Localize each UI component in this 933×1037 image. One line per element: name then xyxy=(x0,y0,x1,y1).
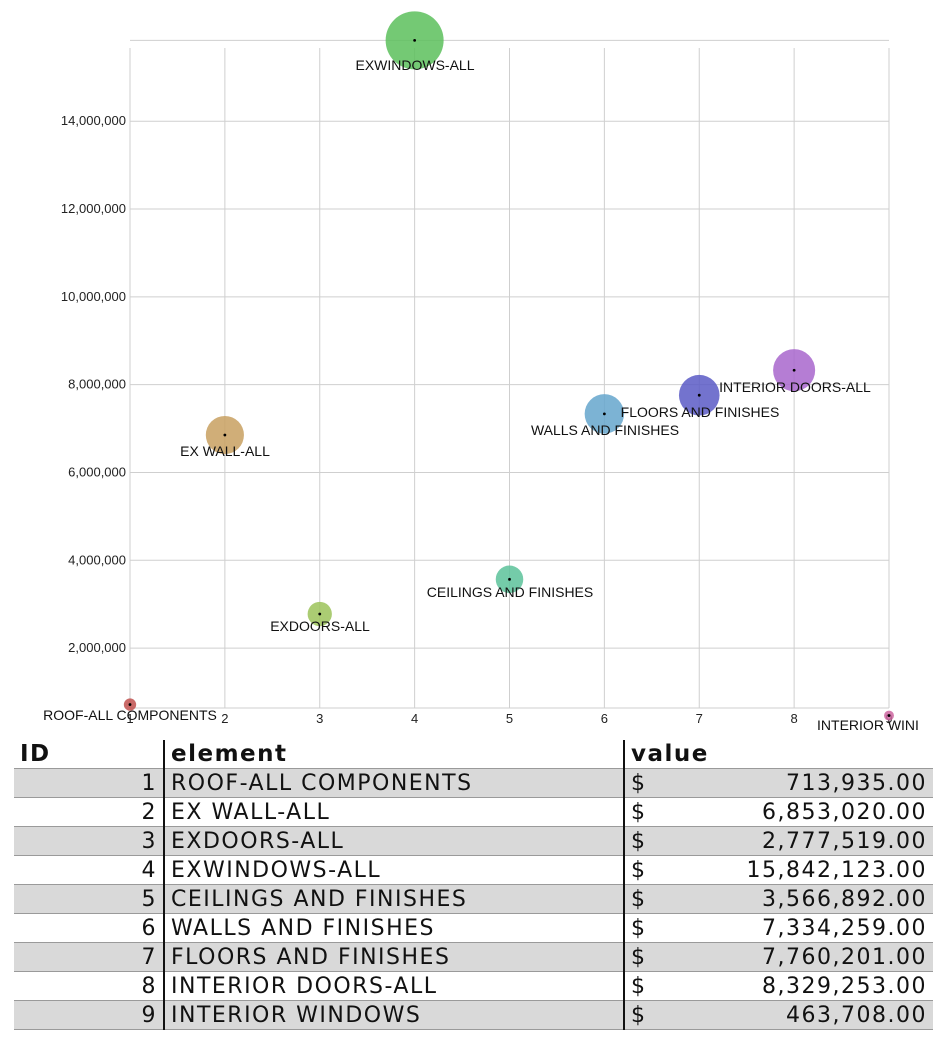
y-tick-label: 10,000,000 xyxy=(61,289,126,304)
y-tick-label: 4,000,000 xyxy=(68,552,126,567)
bubble-center-dot xyxy=(697,393,701,397)
table-row[interactable]: 7 FLOORS AND FINISHES $7,760,201.00 xyxy=(14,942,933,972)
cell-element[interactable]: CEILINGS AND FINISHES xyxy=(163,884,624,914)
x-tick-label: 6 xyxy=(601,711,608,726)
bubble-center-dot xyxy=(318,612,322,616)
x-tick-label: 4 xyxy=(411,711,418,726)
cell-element[interactable]: EX WALL-ALL xyxy=(163,797,624,827)
cell-id[interactable]: 1 xyxy=(14,768,164,798)
cell-value[interactable]: $7,334,259.00 xyxy=(623,913,933,943)
cell-id[interactable]: 6 xyxy=(14,913,164,943)
cell-element[interactable]: INTERIOR DOORS-ALL xyxy=(163,971,624,1001)
point-label: ROOF-ALL COMPONENTS xyxy=(43,707,217,723)
table-row[interactable]: 1 ROOF-ALL COMPONENTS $713,935.00 xyxy=(14,768,933,798)
currency-symbol: $ xyxy=(631,770,647,796)
data-table-sheet: ID element value 1 ROOF-ALL COMPONENTS $71… xyxy=(0,738,933,1037)
point-label: WALLS AND FINISHES xyxy=(531,422,679,438)
currency-symbol: $ xyxy=(631,857,647,883)
bubble-center-dot xyxy=(792,368,796,372)
amount: 463,708.00 xyxy=(786,1002,927,1028)
cell-element[interactable]: FLOORS AND FINISHES xyxy=(163,942,624,972)
table-row[interactable]: 4 EXWINDOWS-ALL $15,842,123.00 xyxy=(14,855,933,885)
cell-value[interactable]: $2,777,519.00 xyxy=(623,826,933,856)
currency-symbol: $ xyxy=(631,915,647,941)
amount: 8,329,253.00 xyxy=(762,973,927,999)
chart-canvas: 1234567892,000,0004,000,0006,000,0008,00… xyxy=(43,11,919,733)
point-label: INTERIOR DOORS-ALL xyxy=(719,379,871,395)
cell-id[interactable]: 5 xyxy=(14,884,164,914)
cell-value[interactable]: $463,708.00 xyxy=(623,1000,933,1030)
amount: 15,842,123.00 xyxy=(746,857,927,883)
table-row[interactable]: 2 EX WALL-ALL $6,853,020.00 xyxy=(14,797,933,827)
cell-element[interactable]: EXDOORS-ALL xyxy=(163,826,624,856)
cell-value[interactable]: $3,566,892.00 xyxy=(623,884,933,914)
amount: 713,935.00 xyxy=(786,770,927,796)
bubble-center-dot xyxy=(128,703,132,706)
y-tick-label: 14,000,000 xyxy=(61,113,126,128)
table-row[interactable]: 6 WALLS AND FINISHES $7,334,259.00 xyxy=(14,913,933,943)
cell-element[interactable]: INTERIOR WINDOWS xyxy=(163,1000,624,1030)
cell-element[interactable]: EXWINDOWS-ALL xyxy=(163,855,624,885)
x-tick-label: 8 xyxy=(791,711,798,726)
point-label: CEILINGS AND FINISHES xyxy=(427,584,593,600)
x-tick-label: 7 xyxy=(696,711,703,726)
amount: 2,777,519.00 xyxy=(762,828,927,854)
y-tick-label: 2,000,000 xyxy=(68,640,126,655)
cell-id[interactable]: 7 xyxy=(14,942,164,972)
cell-value[interactable]: $8,329,253.00 xyxy=(623,971,933,1001)
header-element[interactable]: element xyxy=(163,740,624,769)
bubble-center-dot xyxy=(887,714,891,717)
currency-symbol: $ xyxy=(631,1002,647,1028)
cell-id[interactable]: 4 xyxy=(14,855,164,885)
header-id[interactable]: ID xyxy=(14,740,164,769)
amount: 3,566,892.00 xyxy=(762,886,927,912)
table-row[interactable]: 8 INTERIOR DOORS-ALL $8,329,253.00 xyxy=(14,971,933,1001)
cell-value[interactable]: $6,853,020.00 xyxy=(623,797,933,827)
x-tick-label: 1 xyxy=(126,711,133,726)
currency-symbol: $ xyxy=(631,973,647,999)
table-row[interactable]: 9 INTERIOR WINDOWS $463,708.00 xyxy=(14,1000,933,1030)
currency-symbol: $ xyxy=(631,799,647,825)
amount: 6,853,020.00 xyxy=(762,799,927,825)
bubble-center-dot xyxy=(508,577,511,581)
cell-id[interactable]: 3 xyxy=(14,826,164,856)
y-tick-label: 8,000,000 xyxy=(68,377,126,392)
header-value[interactable]: value xyxy=(623,740,933,769)
y-tick-label: 6,000,000 xyxy=(68,464,126,479)
point-label: INTERIOR WINI xyxy=(817,717,919,733)
amount: 7,334,259.00 xyxy=(762,915,927,941)
data-table: ID element value 1 ROOF-ALL COMPONENTS $71… xyxy=(14,740,933,1030)
table-row[interactable]: 5 CEILINGS AND FINISHES $3,566,892.00 xyxy=(14,884,933,914)
bubble-center-dot xyxy=(223,433,227,437)
cell-id[interactable]: 2 xyxy=(14,797,164,827)
bubble-center-dot xyxy=(413,38,417,42)
x-tick-label: 3 xyxy=(316,711,323,726)
table-row[interactable]: 3 EXDOORS-ALL $2,777,519.00 xyxy=(14,826,933,856)
x-tick-label: 2 xyxy=(221,711,228,726)
bubble-center-dot xyxy=(602,412,606,416)
point-label: EXDOORS-ALL xyxy=(270,618,370,634)
cell-id[interactable]: 8 xyxy=(14,971,164,1001)
cell-value[interactable]: $7,760,201.00 xyxy=(623,942,933,972)
currency-symbol: $ xyxy=(631,828,647,854)
cell-element[interactable]: ROOF-ALL COMPONENTS xyxy=(163,768,624,798)
x-tick-label: 5 xyxy=(506,711,513,726)
currency-symbol: $ xyxy=(631,886,647,912)
cell-id[interactable]: 9 xyxy=(14,1000,164,1030)
cell-element[interactable]: WALLS AND FINISHES xyxy=(163,913,624,943)
currency-symbol: $ xyxy=(631,944,647,970)
table-header-row: ID element value xyxy=(14,740,933,769)
amount: 7,760,201.00 xyxy=(762,944,927,970)
point-label: EXWINDOWS-ALL xyxy=(355,57,474,73)
bubble-chart: 1234567892,000,0004,000,0006,000,0008,00… xyxy=(43,11,919,733)
cell-value[interactable]: $713,935.00 xyxy=(623,768,933,798)
y-tick-label: 12,000,000 xyxy=(61,201,126,216)
point-label: FLOORS AND FINISHES xyxy=(621,404,780,420)
point-label: EX WALL-ALL xyxy=(180,443,270,459)
cell-value[interactable]: $15,842,123.00 xyxy=(623,855,933,885)
